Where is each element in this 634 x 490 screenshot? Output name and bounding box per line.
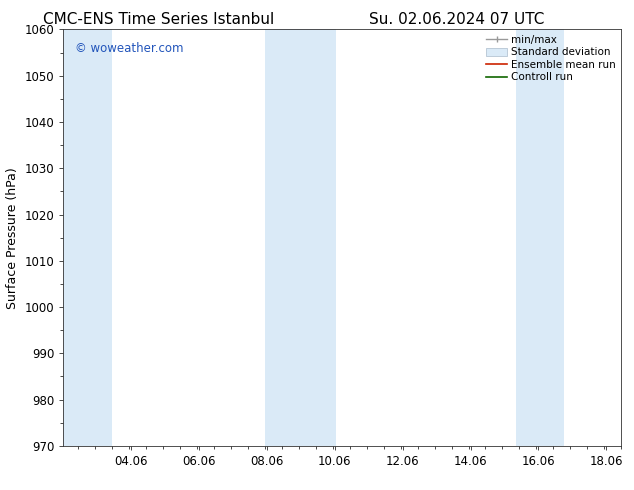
Y-axis label: Surface Pressure (hPa): Surface Pressure (hPa) xyxy=(6,167,19,309)
Bar xyxy=(63,29,112,446)
Bar xyxy=(265,29,336,446)
Legend: min/max, Standard deviation, Ensemble mean run, Controll run: min/max, Standard deviation, Ensemble me… xyxy=(484,32,618,84)
Text: CMC-ENS Time Series Istanbul: CMC-ENS Time Series Istanbul xyxy=(43,12,274,27)
Bar xyxy=(516,29,564,446)
Text: © woweather.com: © woweather.com xyxy=(75,42,183,55)
Text: Su. 02.06.2024 07 UTC: Su. 02.06.2024 07 UTC xyxy=(369,12,544,27)
